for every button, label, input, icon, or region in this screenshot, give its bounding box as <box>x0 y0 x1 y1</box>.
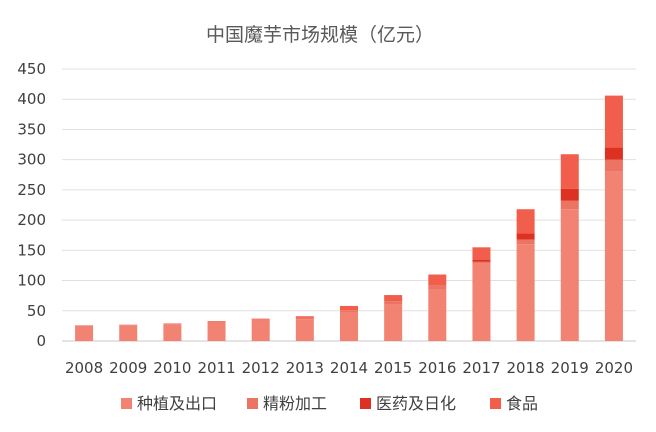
legend-label: 医药及日化 <box>376 394 456 413</box>
bar-segment <box>516 233 535 240</box>
legend: 种植及出口 精粉加工 医药及日化 食品 <box>121 394 538 413</box>
bar-segment <box>163 323 182 325</box>
bar-segment <box>560 200 579 210</box>
legend-label: 食品 <box>506 394 538 413</box>
bar-segment <box>472 260 491 262</box>
bar-segment <box>384 301 403 305</box>
bar-segment <box>119 324 138 326</box>
bar-segment <box>207 322 226 341</box>
x-tick-label: 2009 <box>109 359 147 377</box>
bar-segment <box>472 263 491 341</box>
bar-segment <box>604 171 623 341</box>
x-tick-label: 2016 <box>418 359 456 377</box>
legend-swatch <box>360 398 371 409</box>
y-axis: 0 50 100 150 200 250 300 350 400 450 <box>17 60 46 350</box>
chart-title: 中国魔芋市场规模（亿元） <box>206 24 434 46</box>
legend-swatch <box>247 398 258 409</box>
gridlines <box>62 68 636 342</box>
x-tick-label: 2012 <box>242 359 280 377</box>
x-tick-label: 2008 <box>65 359 103 377</box>
bar-segment <box>340 305 358 311</box>
bar-segment <box>560 188 579 201</box>
legend-swatch <box>121 398 132 409</box>
bar-segment <box>75 325 94 326</box>
bar-segment <box>163 324 182 341</box>
bar-segment <box>251 318 270 320</box>
bar-segment <box>295 317 314 320</box>
x-tick-label: 2011 <box>197 359 235 377</box>
x-tick-label: 2015 <box>374 359 412 377</box>
y-tick-label: 400 <box>17 90 46 108</box>
y-tick-label: 200 <box>17 211 46 229</box>
bar-segment <box>516 239 535 245</box>
x-tick-label: 2010 <box>153 359 191 377</box>
bar-segment <box>384 295 403 302</box>
bar-segment <box>560 209 579 341</box>
bar-segment <box>516 244 535 341</box>
bar-segment <box>428 289 447 341</box>
y-tick-label: 450 <box>17 60 46 78</box>
bars <box>75 95 623 341</box>
bar-segment <box>340 310 358 313</box>
y-tick-label: 100 <box>17 272 46 290</box>
y-tick-label: 250 <box>17 181 46 199</box>
bar-segment <box>560 154 579 189</box>
x-tick-label: 2013 <box>286 359 324 377</box>
y-tick-label: 50 <box>27 302 46 320</box>
bar-segment <box>251 320 270 341</box>
bar-segment <box>251 319 270 321</box>
bar-segment <box>340 312 358 341</box>
bar-segment <box>604 95 623 148</box>
x-tick-label: 2014 <box>330 359 368 377</box>
bar-segment <box>472 261 491 264</box>
x-tick-label: 2019 <box>551 359 589 377</box>
bar-segment <box>207 321 226 323</box>
bar-segment <box>384 304 403 341</box>
y-tick-label: 0 <box>36 332 46 350</box>
legend-label: 精粉加工 <box>263 394 327 413</box>
bar-segment <box>428 285 447 290</box>
bar-segment <box>75 325 94 341</box>
bar-segment <box>428 274 447 286</box>
legend-label: 种植及出口 <box>137 394 217 413</box>
bar-segment <box>295 316 314 318</box>
bar-segment <box>604 159 623 172</box>
bar-segment <box>163 324 182 325</box>
x-tick-label: 2017 <box>462 359 500 377</box>
y-tick-label: 300 <box>17 151 46 169</box>
x-axis: 2008 2009 2010 2011 2012 2013 2014 2015 2016 2017… <box>65 359 633 377</box>
bar-segment <box>295 319 314 341</box>
x-tick-label: 2020 <box>595 359 633 377</box>
y-tick-label: 350 <box>17 120 46 138</box>
bar-segment <box>604 147 623 160</box>
bar-segment <box>516 209 535 234</box>
bar-segment <box>207 321 226 322</box>
bar-segment <box>119 325 138 341</box>
legend-swatch <box>490 398 501 409</box>
y-tick-label: 150 <box>17 241 46 259</box>
x-tick-label: 2018 <box>507 359 545 377</box>
bar-segment <box>472 247 491 261</box>
